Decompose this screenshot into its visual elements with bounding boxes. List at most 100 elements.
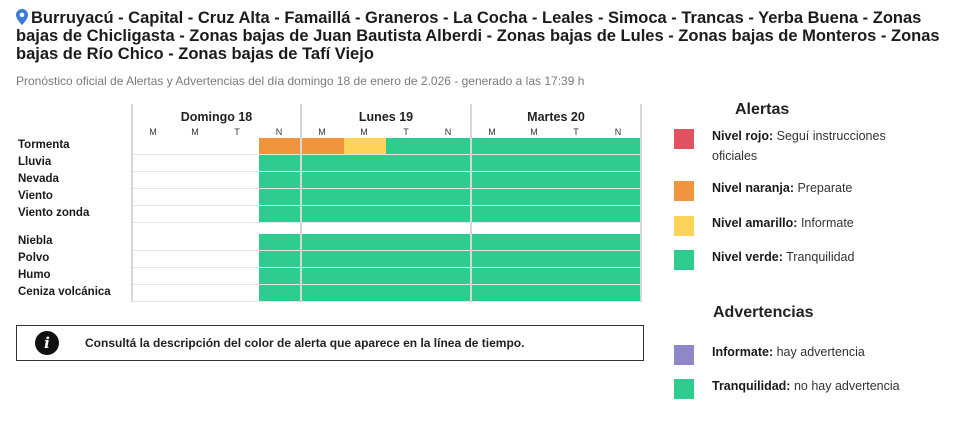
legend-level-tranquilidad: Tranquilidad: (712, 379, 791, 393)
timeline-cell (344, 138, 386, 154)
row-gridline (132, 188, 641, 189)
time-slot-label: M (149, 127, 157, 137)
row-gridline (132, 171, 641, 172)
legend-level-amarillo: Nivel amarillo: (712, 216, 798, 230)
timeline-cell (598, 172, 640, 188)
time-slot-label: T (403, 127, 409, 137)
timeline-cell (598, 206, 640, 222)
timeline-cell (598, 155, 640, 171)
timeline-cell (598, 285, 640, 301)
timeline-cell (302, 285, 344, 301)
timeline-cell (259, 189, 300, 205)
time-slot-label: M (488, 127, 496, 137)
timeline-cell (556, 251, 598, 267)
legend-desc-verde: Tranquilidad (786, 250, 855, 264)
timeline-cell (259, 268, 300, 284)
timeline-cell (514, 172, 556, 188)
time-slot-label: T (234, 127, 240, 137)
row-gridline (132, 154, 641, 155)
timeline-cell (472, 268, 514, 284)
timeline-cell (428, 138, 470, 154)
timeline-cell (259, 138, 300, 154)
timeline-cell (344, 172, 386, 188)
row-gridline (132, 301, 641, 302)
legend-advertencias-title: Advertencias (713, 304, 814, 321)
phenomenon-label: Ceniza volcánica (18, 286, 111, 298)
phenomenon-label: Polvo (18, 252, 50, 264)
timeline-cell (514, 206, 556, 222)
timeline-cell (302, 251, 344, 267)
page-subtitle: Pronóstico oficial de Alertas y Adverten… (16, 74, 585, 88)
legend-level-informate: Informate: (712, 345, 774, 359)
timeline-cell (386, 206, 428, 222)
timeline-cell (556, 206, 598, 222)
timeline-cell (556, 268, 598, 284)
timeline-cell (514, 234, 556, 250)
timeline-cell (428, 268, 470, 284)
timeline-cell (259, 234, 300, 250)
timeline-cell (386, 189, 428, 205)
timeline-cell (344, 189, 386, 205)
timeline-cell (428, 172, 470, 188)
timeline-cell (344, 285, 386, 301)
time-slot-label: M (318, 127, 326, 137)
timeline-cell (556, 189, 598, 205)
phenomenon-label: Humo (18, 269, 51, 281)
timeline-cell (259, 155, 300, 171)
day-header: Domingo 18 (180, 110, 253, 124)
timeline-cell (302, 172, 344, 188)
timeline-cell (472, 234, 514, 250)
timeline-cell (386, 285, 428, 301)
day-divider (470, 104, 472, 302)
timeline-cell (472, 172, 514, 188)
timeline-cell (386, 138, 428, 154)
timeline-cell (598, 189, 640, 205)
row-gridline (132, 284, 641, 285)
timeline-cell (472, 189, 514, 205)
page-title: Burruyacú - Capital - Cruz Alta - Famail… (16, 9, 946, 63)
legend-level-verde: Nivel verde: (712, 250, 783, 264)
timeline-cell (472, 138, 514, 154)
timeline-cell (386, 234, 428, 250)
timeline-cell (598, 251, 640, 267)
time-slot-label: M (530, 127, 538, 137)
timeline-cell (514, 285, 556, 301)
legend-item-amarillo: Nivel amarillo: Informate (674, 213, 924, 236)
timeline-cell (556, 138, 598, 154)
timeline-cell (386, 268, 428, 284)
timeline-cell (598, 268, 640, 284)
day-header: Lunes 19 (358, 110, 414, 124)
timeline-cell (386, 172, 428, 188)
phenomenon-label: Tormenta (18, 139, 70, 151)
timeline-cell (302, 155, 344, 171)
timeline-cell (428, 234, 470, 250)
legend-swatch-verde (674, 250, 694, 270)
timeline-cell (598, 234, 640, 250)
timeline-cell (428, 206, 470, 222)
timeline-cell (428, 155, 470, 171)
timeline-cell (259, 285, 300, 301)
time-slot-label: N (275, 127, 283, 137)
day-divider (131, 104, 133, 302)
timeline-cell (259, 172, 300, 188)
legend-item-informate: Informate: hay advertencia (674, 342, 924, 365)
row-gridline (132, 205, 641, 206)
phenomenon-label: Viento zonda (18, 207, 90, 219)
timeline-cell (598, 138, 640, 154)
timeline-cell (556, 234, 598, 250)
day-divider (640, 104, 642, 302)
time-slot-label: N (444, 127, 452, 137)
timeline-cell (386, 251, 428, 267)
location-pin-icon (16, 9, 28, 25)
time-slot-label: M (360, 127, 368, 137)
timeline-cell (386, 155, 428, 171)
timeline-cell (514, 155, 556, 171)
timeline-cell (556, 155, 598, 171)
timeline-cell (302, 234, 344, 250)
timeline-cell (344, 155, 386, 171)
legend-swatch-naranja (674, 181, 694, 201)
legend-desc-naranja: Preparate (797, 181, 853, 195)
legend-item-verde: Nivel verde: Tranquilidad (674, 247, 924, 270)
timeline-cell (472, 206, 514, 222)
row-gridline (132, 267, 641, 268)
